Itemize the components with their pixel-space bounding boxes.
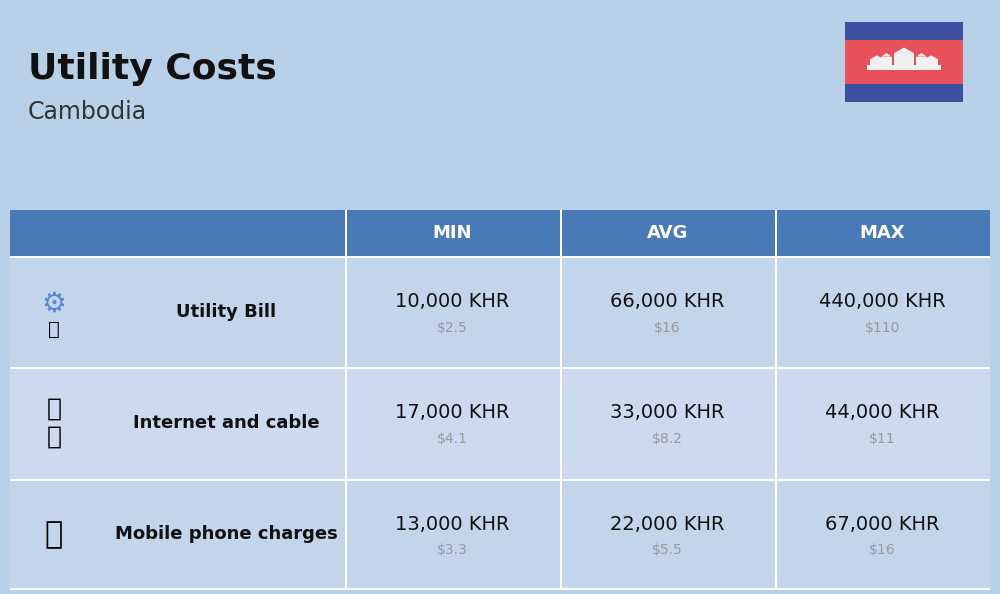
Bar xyxy=(560,367,562,479)
Bar xyxy=(10,256,990,367)
Text: $2.5: $2.5 xyxy=(437,321,468,334)
Bar xyxy=(924,59,938,71)
Text: Cambodia: Cambodia xyxy=(28,100,147,124)
Text: $3.3: $3.3 xyxy=(437,544,468,557)
Bar xyxy=(870,59,884,71)
Polygon shape xyxy=(870,55,884,59)
Text: 📶
🖨: 📶 🖨 xyxy=(46,397,62,449)
Bar xyxy=(845,40,963,84)
Bar xyxy=(345,367,347,479)
Bar xyxy=(345,210,347,256)
Bar xyxy=(10,479,990,590)
Text: Utility Bill: Utility Bill xyxy=(176,303,277,321)
Bar xyxy=(775,479,777,590)
Text: 10,000 KHR: 10,000 KHR xyxy=(395,292,510,311)
Bar xyxy=(560,256,562,367)
Text: Utility Costs: Utility Costs xyxy=(28,52,277,86)
Polygon shape xyxy=(894,48,914,53)
Polygon shape xyxy=(881,53,892,56)
Text: $16: $16 xyxy=(869,544,896,557)
Bar xyxy=(775,210,777,256)
Text: MIN: MIN xyxy=(433,224,472,242)
Bar xyxy=(894,53,914,71)
Bar xyxy=(10,256,98,367)
Text: 33,000 KHR: 33,000 KHR xyxy=(610,403,725,422)
Bar xyxy=(10,210,990,256)
Text: 22,000 KHR: 22,000 KHR xyxy=(610,515,725,534)
Text: 44,000 KHR: 44,000 KHR xyxy=(825,403,940,422)
Bar xyxy=(845,22,963,102)
Text: $5.5: $5.5 xyxy=(652,544,683,557)
Bar xyxy=(867,65,941,71)
Bar xyxy=(881,56,892,71)
Text: 17,000 KHR: 17,000 KHR xyxy=(395,403,510,422)
Text: 13,000 KHR: 13,000 KHR xyxy=(395,515,510,534)
Bar xyxy=(560,479,562,590)
Text: $16: $16 xyxy=(654,321,681,334)
Polygon shape xyxy=(916,53,927,56)
Bar xyxy=(10,588,990,590)
Text: $8.2: $8.2 xyxy=(652,432,683,446)
Bar xyxy=(10,479,98,590)
Text: 440,000 KHR: 440,000 KHR xyxy=(819,292,946,311)
Bar xyxy=(10,479,990,481)
Text: 67,000 KHR: 67,000 KHR xyxy=(825,515,940,534)
Bar xyxy=(345,256,347,367)
Text: Internet and cable: Internet and cable xyxy=(133,414,320,432)
Polygon shape xyxy=(924,55,938,59)
Bar xyxy=(345,479,347,590)
Text: $4.1: $4.1 xyxy=(437,432,468,446)
Text: 📱: 📱 xyxy=(45,520,63,549)
Bar xyxy=(10,256,990,258)
Bar xyxy=(10,367,98,479)
Text: ⚙: ⚙ xyxy=(42,290,66,318)
Bar xyxy=(10,367,990,479)
Text: 66,000 KHR: 66,000 KHR xyxy=(610,292,725,311)
Text: MAX: MAX xyxy=(860,224,905,242)
Text: $11: $11 xyxy=(869,432,896,446)
Bar xyxy=(775,256,777,367)
Bar xyxy=(916,56,927,71)
Bar xyxy=(560,210,562,256)
Text: AVG: AVG xyxy=(647,224,688,242)
Text: $110: $110 xyxy=(865,321,900,334)
Bar xyxy=(10,367,990,369)
Bar xyxy=(775,367,777,479)
Text: 🔌: 🔌 xyxy=(48,320,60,339)
Text: Mobile phone charges: Mobile phone charges xyxy=(115,525,338,544)
